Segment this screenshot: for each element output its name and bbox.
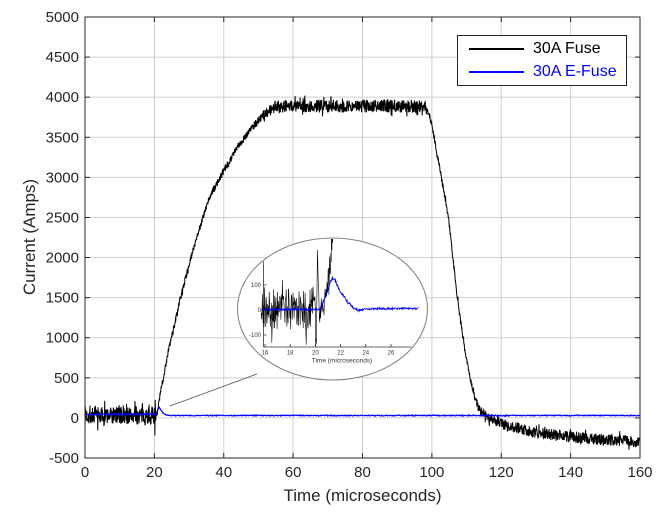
inset-ellipse [237,237,428,381]
inset-y-tick-label: -100 [249,333,262,339]
y-tick-label: 500 [54,370,79,387]
y-tick-label: 4500 [46,49,79,66]
y-tick-label: 0 [71,410,79,427]
y-tick-label: 1500 [46,290,79,307]
legend-item-fuse: 30A Fuse [458,38,626,60]
series-group [85,95,640,450]
inset-callout-line [169,373,258,407]
inset-series-line-30a-fuse [260,239,336,346]
inset-x-tick-label: 22 [337,351,344,357]
y-axis-label: Current (Amps) [20,178,39,296]
inset-x-tick-label: 16 [262,351,269,357]
series-line-30a-fuse [85,95,640,450]
y-tick-label: 4000 [46,89,79,106]
x-tick-label: 140 [558,464,583,481]
x-axis-label: Time (microseconds) [283,486,442,505]
inset-x-axis-label: Time (microseconds) [312,358,372,365]
legend-line-sample-fuse [469,47,524,50]
y-tick-label: -500 [49,450,79,467]
y-tick-label: 1000 [46,330,79,347]
x-tick-label: 40 [215,464,232,481]
legend-line-sample-efuse [469,71,524,74]
series-line-30a-efuse [85,406,640,418]
x-tick-label: 60 [285,464,302,481]
x-tick-label: 20 [146,464,163,481]
y-tick-label: 2000 [46,250,79,267]
inset-series-line-30a-efuse [261,276,419,313]
x-tick-label: 100 [419,464,444,481]
y-tick-label: 5000 [46,9,79,26]
inset-y-tick-label: 0 [258,308,262,314]
y-tick-label: 3000 [46,169,79,186]
legend-label-efuse: 30A E-Fuse [533,63,617,81]
inset-x-tick-label: 18 [287,351,294,357]
y-tick-label: 2500 [46,209,79,226]
inset-x-tick-label: 26 [388,351,395,357]
y-tick-label: 3500 [46,129,79,146]
legend-label-fuse: 30A Fuse [533,39,601,57]
inset-x-tick-label: 24 [362,351,369,357]
inset-group: -100 0 100 16 18 20 22 24 26 Time (microseconds) [249,239,419,365]
inset-y-tick-label: 100 [251,283,262,289]
x-tick-label: 80 [354,464,371,481]
x-tick-label: 160 [627,464,652,481]
x-tick-label: 120 [489,464,514,481]
legend: 30A Fuse 30A E-Fuse [457,35,627,86]
x-tick-label: 0 [81,464,89,481]
inset-x-tick-label: 20 [312,351,319,357]
legend-item-efuse: 30A E-Fuse [458,61,626,83]
